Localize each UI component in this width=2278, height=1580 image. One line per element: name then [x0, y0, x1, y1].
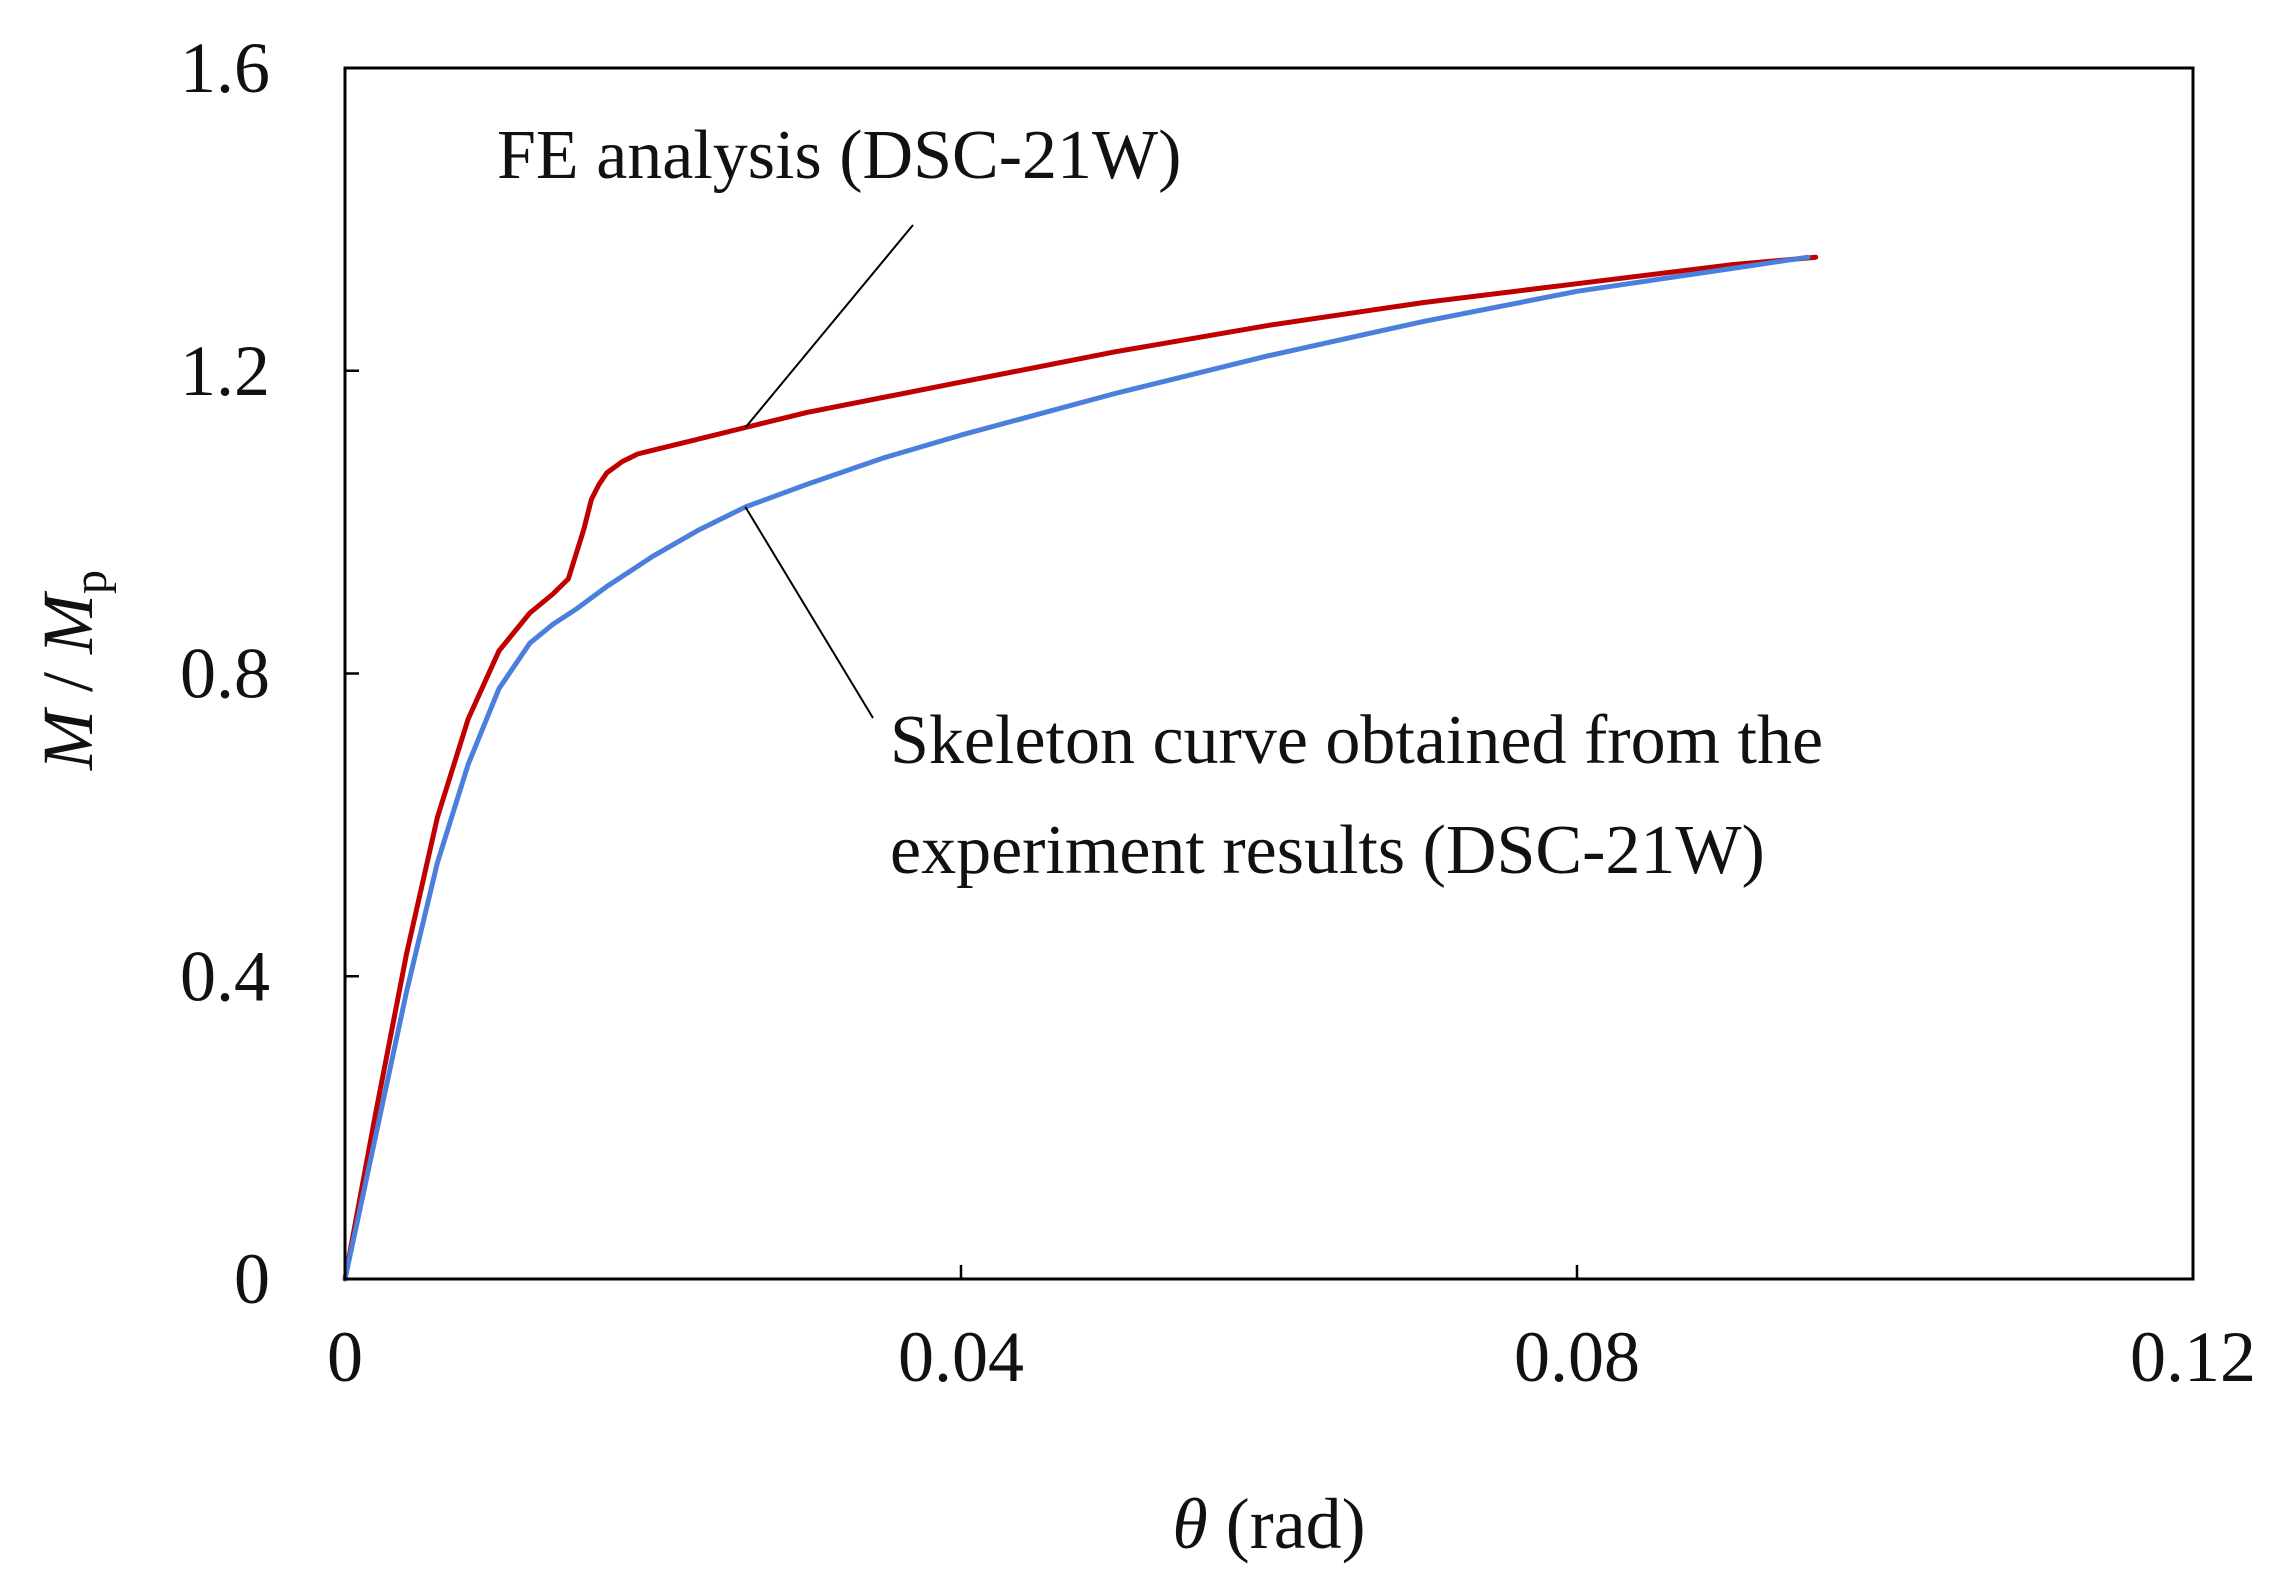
annotation-skeleton-line-2: experiment results (DSC-21W): [890, 812, 1765, 889]
annotation-leaders: [744, 224, 914, 719]
x-tick-label-3: 0.12: [2130, 1317, 2256, 1397]
y-tick-label-2: 0.8: [180, 634, 270, 714]
x-axis-title: θ (rad): [1172, 1484, 1365, 1564]
x-tick-label-0: 0: [327, 1317, 363, 1397]
y-axis-title: M / Mp: [28, 570, 117, 771]
leader-fe-analysis: [744, 224, 914, 429]
y-tick-label-4: 1.6: [180, 28, 270, 108]
y-axis-denominator: M: [28, 590, 108, 655]
series-lines: [342, 254, 1819, 1282]
tick-labels: 0 0.04 0.08 0.12 0 0.4 0.8 1.2 1.6: [180, 28, 2256, 1397]
y-axis-subscript: p: [64, 570, 117, 594]
series-fe-analysis-line: [342, 254, 1819, 1282]
leader-skeleton-curve: [744, 506, 874, 719]
x-axis-symbol: θ: [1172, 1484, 1207, 1564]
annotation-fe-analysis: FE analysis (DSC-21W): [497, 117, 1181, 194]
y-tick-label-0: 0: [234, 1239, 270, 1319]
y-tick-label-3: 1.2: [180, 331, 270, 411]
x-axis-unit: (rad): [1208, 1484, 1366, 1564]
plot-frame: [343, 66, 2195, 1281]
y-axis-separator: /: [28, 654, 108, 710]
y-axis-numerator: M: [28, 706, 108, 771]
x-tick-label-1: 0.04: [898, 1317, 1024, 1397]
series-skeleton-curve-line: [342, 254, 1811, 1282]
annotation-skeleton-line-1: Skeleton curve obtained from the: [890, 702, 1823, 779]
y-tick-label-1: 0.4: [180, 936, 270, 1016]
x-tick-label-2: 0.08: [1514, 1317, 1640, 1397]
